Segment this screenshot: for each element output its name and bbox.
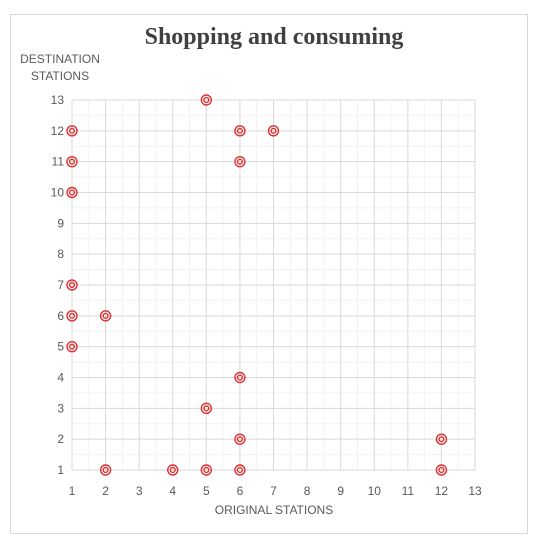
data-point [234, 371, 246, 384]
y-tick-label: 7 [57, 278, 64, 292]
y-tick-label: 2 [57, 432, 64, 446]
data-point [435, 464, 448, 476]
data-point [66, 155, 78, 168]
data-point [66, 125, 78, 137]
y-tick-label: 1 [57, 463, 64, 477]
data-point [200, 94, 213, 106]
y-tick-label: 13 [51, 93, 65, 107]
data-point [234, 125, 246, 137]
y-axis-label-line-2: STATIONS [30, 69, 90, 83]
y-tick-label: 10 [51, 186, 65, 200]
x-tick-label: 6 [237, 484, 244, 498]
x-tick-label: 13 [468, 484, 482, 498]
data-point [99, 310, 112, 322]
x-tick-label: 12 [435, 484, 449, 498]
data-point [167, 464, 179, 476]
x-tick-label: 1 [69, 484, 76, 498]
y-tick-label: 6 [57, 309, 64, 323]
data-point [66, 310, 78, 322]
x-axis-label: ORIGINAL STATIONS [214, 503, 334, 517]
x-tick-label: 2 [102, 484, 109, 498]
data-point [99, 464, 112, 476]
y-tick-label: 4 [57, 371, 64, 385]
x-tick-label: 7 [270, 484, 277, 498]
data-point [66, 186, 78, 199]
data-point [435, 433, 448, 445]
y-tick-label: 3 [57, 401, 64, 415]
data-point [66, 279, 78, 291]
y-tick-label: 12 [51, 124, 65, 138]
data-point [234, 433, 246, 445]
y-tick-label: 11 [52, 155, 65, 169]
data-point [200, 464, 213, 476]
data-point [234, 155, 246, 168]
x-tick-label: 9 [337, 484, 344, 498]
chart-title: Shopping and consuming [144, 24, 404, 50]
x-tick-label: 4 [169, 484, 176, 498]
data-point [200, 402, 213, 415]
y-axis-label-line-1: DESTINATION [20, 52, 100, 66]
y-tick-label: 9 [57, 216, 64, 230]
x-tick-label: 3 [136, 484, 143, 498]
y-axis-label: DESTINATION STATIONS [18, 51, 102, 85]
data-point [66, 340, 78, 353]
data-point [267, 125, 280, 137]
x-tick-label: 5 [203, 484, 210, 498]
data-point [234, 464, 246, 476]
x-tick-label: 8 [304, 484, 311, 498]
y-tick-label: 5 [57, 340, 64, 354]
x-tick-label: 11 [402, 484, 415, 498]
x-tick-label: 10 [368, 484, 382, 498]
y-tick-label: 8 [57, 247, 64, 261]
